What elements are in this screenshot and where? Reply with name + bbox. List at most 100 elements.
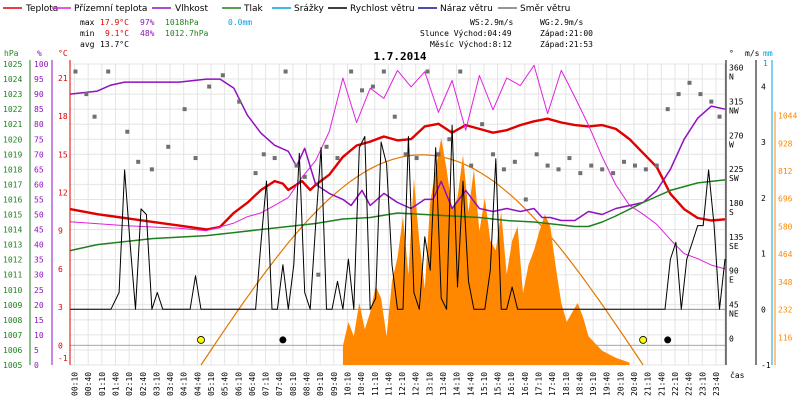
x-tick: 03:40 — [166, 372, 175, 396]
dir-tick: SE — [729, 242, 739, 251]
c-tick: 18 — [58, 112, 68, 121]
wind-direction-point — [237, 99, 242, 104]
ms-tick: 2 — [761, 194, 766, 203]
x-tick: 16:40 — [521, 372, 530, 396]
stats: max 17.9°C 97% 1018hPa 0.0mm min 9.1°C 4… — [80, 18, 252, 49]
pct-tick: 80 — [34, 120, 44, 129]
x-tick: 01:40 — [111, 372, 120, 396]
dir-tick: N — [729, 73, 734, 82]
hpa-tick: 1012 — [3, 256, 22, 265]
x-tick: 09:10 — [316, 372, 325, 396]
pct-tick: 95 — [34, 75, 44, 84]
hpa-tick: 1016 — [3, 195, 22, 204]
wind-direction-point — [556, 167, 561, 172]
c-tick: 15 — [58, 150, 68, 159]
wind-direction-point — [360, 88, 365, 93]
x-tick: 14:10 — [453, 372, 462, 396]
x-tick: 17:10 — [535, 372, 544, 396]
x-tick: 15:40 — [494, 372, 503, 396]
x-tick: 22:40 — [685, 372, 694, 396]
pct-tick: 85 — [34, 105, 44, 114]
series-prizemni-teplota — [69, 64, 726, 270]
stats-max-press: 1018hPa — [165, 18, 199, 27]
dir-tick: W — [729, 140, 734, 149]
mm-top-tick: 1 — [763, 59, 768, 68]
hpa-tick: 1010 — [3, 286, 22, 295]
info-slunce-zapad: Západ:21:00 — [540, 29, 593, 38]
wind-direction-point — [324, 144, 329, 149]
x-tick: 19:10 — [589, 372, 598, 396]
pct-tick: 90 — [34, 90, 44, 99]
x-tick: 06:10 — [234, 372, 243, 396]
series-tlak — [69, 179, 726, 252]
wind-direction-point — [182, 107, 187, 112]
wind-direction-point — [717, 114, 722, 119]
solar-tick: 232 — [778, 306, 793, 315]
x-tick: 13:40 — [439, 372, 448, 396]
ms-tick: 3 — [761, 138, 766, 147]
wind-direction-point — [349, 69, 354, 74]
moon-marker — [664, 336, 672, 344]
x-tick: 07:40 — [275, 372, 284, 396]
sun-marker — [197, 336, 205, 344]
wind-direction-point — [654, 163, 659, 168]
x-tick: 12:10 — [398, 372, 407, 396]
hpa-tick: 1025 — [3, 60, 22, 69]
clear-sky-line — [200, 154, 644, 366]
wind-direction-point — [512, 159, 517, 164]
hpa-tick: 1024 — [3, 75, 22, 84]
legend-smer-vetru: Směr větru — [520, 4, 570, 14]
x-tick: 07:10 — [262, 372, 271, 396]
hpa-tick: 1015 — [3, 211, 22, 220]
x-tick: 10:10 — [343, 372, 352, 396]
pct-tick: 55 — [34, 195, 44, 204]
pct-tick: 75 — [34, 135, 44, 144]
legend-teplota: Teplota — [25, 4, 58, 14]
wind-direction-point — [73, 69, 78, 74]
pct-tick: 20 — [34, 301, 44, 310]
x-tick: 08:40 — [303, 372, 312, 396]
c-tick: 12 — [58, 189, 68, 198]
stats-min-hum: 48% — [140, 29, 155, 38]
wind-direction-point — [709, 99, 714, 104]
wind-direction-point — [381, 69, 386, 74]
wind-direction-point — [193, 156, 198, 161]
x-tick: 21:40 — [657, 372, 666, 396]
pct-tick: 5 — [34, 346, 39, 355]
series-rychlost-vetru — [70, 124, 726, 310]
x-tick: 09:40 — [330, 372, 339, 396]
pct-tick: 40 — [34, 241, 44, 250]
wind-direction-point — [611, 171, 616, 176]
wind-direction-point — [125, 129, 130, 134]
solar-tick: 812 — [778, 167, 793, 176]
solar-tick: 1044 — [778, 112, 797, 121]
legend-vlhkost: Vlhkost — [175, 4, 208, 14]
hpa-tick: 1008 — [3, 316, 22, 325]
info-mesic: Měsíc Východ:8:12 — [430, 40, 512, 49]
x-tick: 20:40 — [630, 372, 639, 396]
x-tick: 00:10 — [71, 372, 80, 396]
unit-deg: ° — [729, 49, 734, 58]
x-tick: 22:10 — [671, 372, 680, 396]
x-tick: 16:10 — [507, 372, 516, 396]
sun-moon-info: WS:2.9m/s WG:2.9m/s Slunce Východ:04:49 … — [420, 18, 593, 49]
c-tick: -1 — [58, 354, 68, 363]
pct-tick: 60 — [34, 180, 44, 189]
wind-direction-point — [676, 92, 681, 97]
wind-direction-point — [403, 152, 408, 157]
wind-direction-point — [220, 73, 225, 78]
dir-tick: NE — [729, 310, 739, 319]
deg-tick: 0 — [729, 334, 734, 343]
series-lines — [69, 64, 726, 310]
stats-avg-temp: 13.7°C — [100, 40, 129, 49]
solar-area — [342, 138, 630, 365]
x-tick: 14:40 — [466, 372, 475, 396]
stats-avg-label: avg — [80, 40, 95, 49]
deg-tick: 180 — [729, 199, 744, 208]
wind-direction-point — [643, 167, 648, 172]
hpa-tick: 1014 — [3, 226, 22, 235]
wind-direction-point — [283, 69, 288, 74]
x-tick: 11:40 — [384, 372, 393, 396]
hpa-tick: 1007 — [3, 331, 22, 340]
wind-direction-point — [534, 152, 539, 157]
